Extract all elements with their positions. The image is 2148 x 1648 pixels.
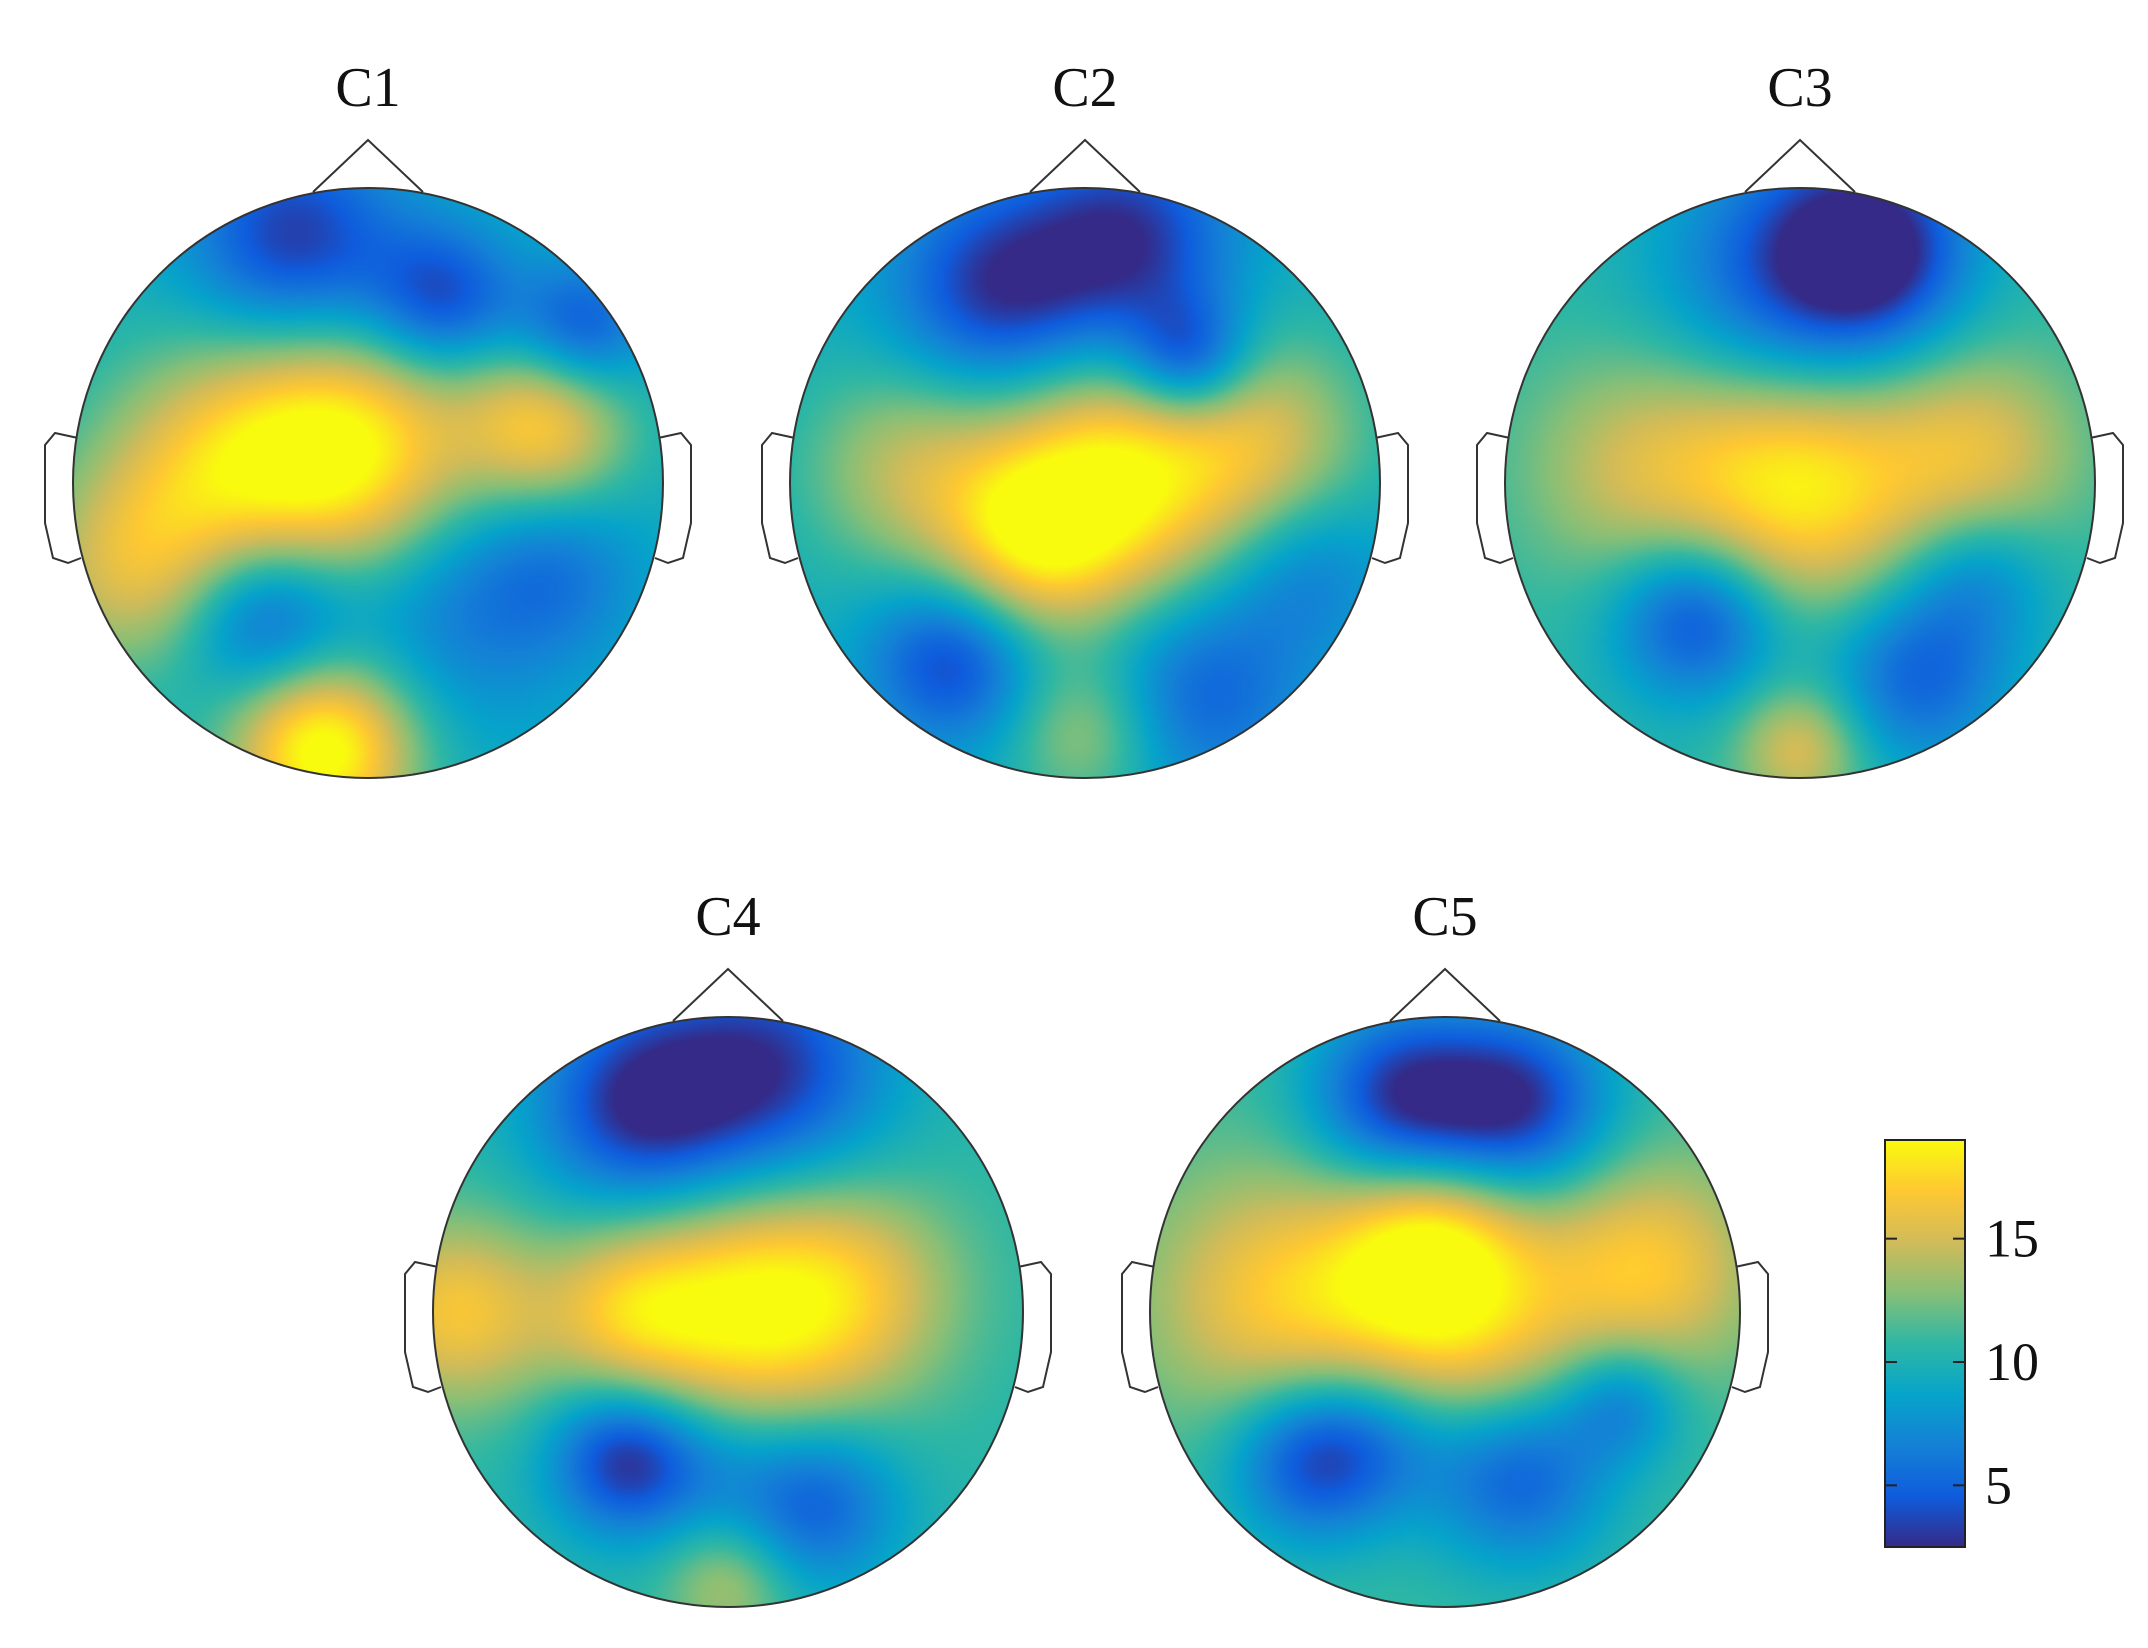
colorbar-ticks: 5 10 15	[1885, 1209, 2039, 1515]
topomap-title: C1	[335, 57, 400, 119]
left-ear-outline	[1476, 431, 1514, 565]
head-outline	[789, 187, 1381, 779]
left-ear-outline	[1121, 1260, 1159, 1394]
topomap-field	[433, 1017, 1023, 1607]
topomap-panels: C1 C2 C3 C4 C5	[44, 57, 2124, 1608]
nose-outline	[1744, 138, 1856, 193]
head-outline	[1504, 187, 2096, 779]
topomap-field	[1505, 188, 2095, 778]
topomap-c2: C2	[761, 57, 1409, 779]
colorbar-tick-label: 5	[1985, 1455, 2012, 1515]
right-ear-outline	[1731, 1260, 1769, 1394]
topomap-c4: C4	[404, 886, 1052, 1608]
right-ear-outline	[654, 431, 692, 565]
colorbar: 5 10 15	[1884, 1139, 2039, 1548]
head-outline	[432, 1016, 1024, 1608]
nose-outline	[1389, 967, 1501, 1022]
topomap-field	[1150, 1017, 1740, 1607]
topomap-c3: C3	[1476, 57, 2124, 779]
topomap-c1: C1	[44, 57, 692, 779]
colorbar-bar	[1884, 1139, 1966, 1548]
topomap-field	[73, 188, 663, 778]
topomap-title: C3	[1767, 57, 1832, 119]
topomap-title: C2	[1052, 57, 1117, 119]
topomap-c5: C5	[1121, 886, 1769, 1608]
nose-outline	[1029, 138, 1141, 193]
nose-outline	[672, 967, 784, 1022]
left-ear-outline	[404, 1260, 442, 1394]
head-outline	[1149, 1016, 1741, 1608]
nose-outline	[312, 138, 424, 193]
topomap-title: C5	[1412, 886, 1477, 948]
colorbar-tick-label: 15	[1985, 1209, 2039, 1269]
right-ear-outline	[1014, 1260, 1052, 1394]
right-ear-outline	[1371, 431, 1409, 565]
head-outline	[72, 187, 664, 779]
topomap-field	[790, 188, 1380, 778]
topomap-title: C4	[695, 886, 760, 948]
colorbar-tick-label: 10	[1985, 1332, 2039, 1392]
left-ear-outline	[44, 431, 82, 565]
right-ear-outline	[2086, 431, 2124, 565]
left-ear-outline	[761, 431, 799, 565]
